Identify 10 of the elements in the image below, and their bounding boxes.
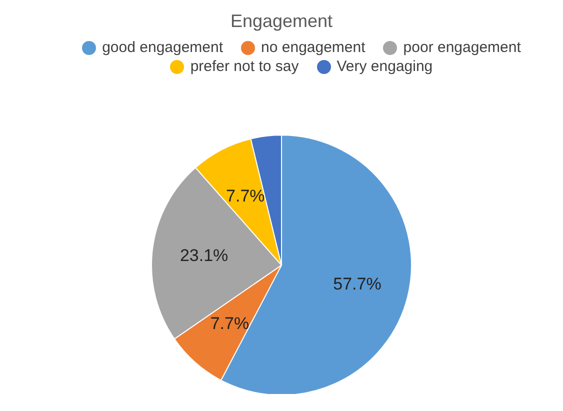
- chart-title: Engagement: [229, 10, 334, 33]
- legend-label: poor engagement: [403, 39, 521, 56]
- data-label: 23.1%: [180, 246, 228, 266]
- data-label: 57.7%: [333, 274, 382, 294]
- legend-label: prefer not to say: [190, 58, 299, 75]
- data-label: 7.7%: [226, 186, 265, 206]
- legend-label: no engagement: [261, 39, 366, 56]
- legend-label: good engagement: [102, 39, 224, 56]
- legend-label: Very engaging: [336, 58, 433, 75]
- data-label: 7.7%: [210, 314, 250, 334]
